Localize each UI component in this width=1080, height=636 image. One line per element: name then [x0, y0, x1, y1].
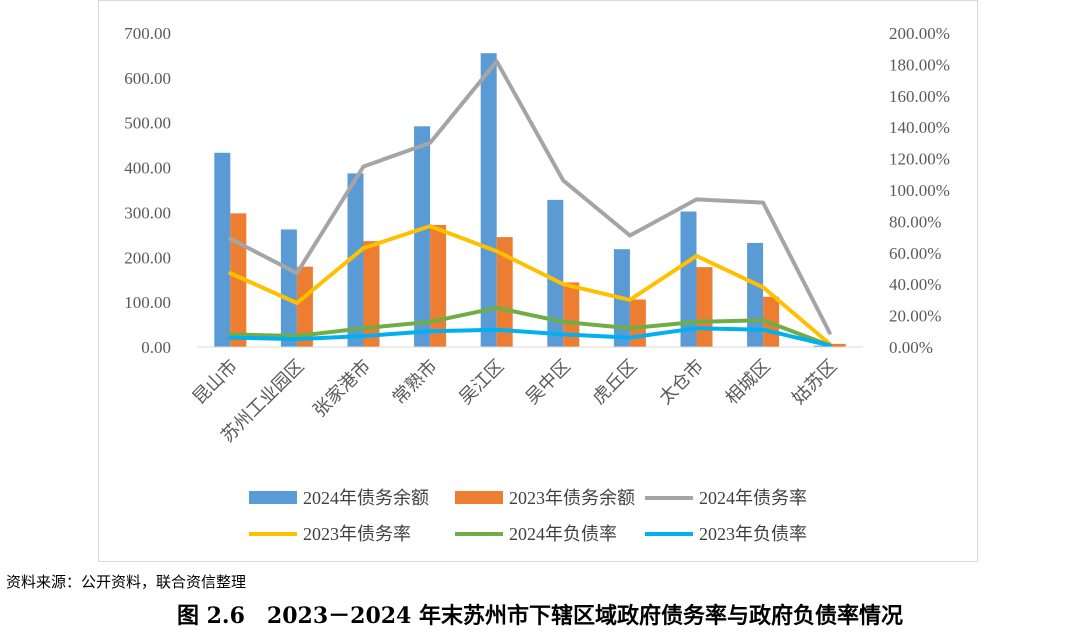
bar-2023-debt-balance — [563, 282, 580, 347]
legend-label: 2024年债务余额 — [303, 488, 429, 508]
bar-2023-debt-balance — [629, 299, 646, 347]
x-category-label: 吴江区 — [455, 356, 508, 409]
y-right-tick-label: 0.00% — [889, 338, 933, 357]
bar-2024-debt-balance — [680, 211, 697, 347]
bar-2023-debt-balance — [430, 224, 447, 347]
y-right-tick-label: 20.00% — [889, 307, 941, 326]
bar-2023-debt-balance — [829, 343, 846, 347]
y-right-tick-label: 120.00% — [889, 150, 950, 169]
bar-2024-debt-balance — [280, 229, 297, 347]
x-category-label: 姑苏区 — [788, 356, 841, 409]
x-category-label: 虎丘区 — [588, 356, 641, 409]
legend-label: 2023年债务率 — [303, 524, 411, 544]
chart-frame: 0.00 100.00 200.00 300.00 400.00 500.00 600.00… — [98, 0, 978, 562]
bar-2024-debt-balance — [813, 345, 830, 347]
legend-label: 2023年债务余额 — [509, 488, 635, 508]
x-category-label: 太仓市 — [655, 356, 708, 409]
y-left-tick-label: 300.00 — [124, 203, 171, 222]
bar-2024-debt-balance — [414, 126, 431, 347]
legend-label: 2023年负债率 — [699, 524, 807, 544]
y-left-tick-label: 200.00 — [124, 248, 171, 267]
line-2023-debt-ratio — [228, 224, 832, 346]
source-note: 资料来源：公开资料，联合资信整理 — [6, 573, 247, 591]
y-left-tick-label: 0.00 — [141, 338, 171, 357]
x-category-label: 张家港市 — [309, 356, 375, 422]
legend-label: 2024年债务率 — [699, 488, 807, 508]
legend-swatch — [249, 491, 297, 504]
bar-2024-debt-balance — [214, 152, 231, 347]
y-right-tick-label: 160.00% — [889, 87, 950, 106]
x-category-label: 吴中区 — [522, 356, 575, 409]
legend-label: 2024年负债率 — [509, 524, 617, 544]
y-left-tick-label: 600.00 — [124, 69, 171, 88]
bar-2024-debt-balance — [480, 53, 497, 347]
legend-swatch — [455, 491, 503, 504]
bar-2023-debt-balance — [296, 266, 313, 347]
y-right-tick-label: 100.00% — [889, 181, 950, 200]
bar-2023-debt-balance — [696, 267, 713, 347]
y-left-tick-label: 500.00 — [124, 114, 171, 133]
y-left-tick-label: 700.00 — [124, 24, 171, 43]
y-left-tick-label: 100.00 — [124, 293, 171, 312]
chart-svg: 0.00 100.00 200.00 300.00 400.00 500.00 600.00… — [124, 24, 950, 544]
y-right-tick-label: 140.00% — [889, 118, 950, 137]
bar-2024-debt-balance — [347, 173, 364, 347]
bar-2023-debt-balance — [496, 237, 513, 347]
x-category-label: 相城区 — [722, 356, 775, 409]
y-right-tick-label: 200.00% — [889, 24, 950, 43]
line-2023-liability-ratio — [228, 326, 832, 348]
x-category-label: 常熟市 — [389, 356, 442, 409]
bar-2024-debt-balance — [547, 199, 564, 347]
y-right-tick-label: 180.00% — [889, 55, 950, 74]
y-right-tick-label: 40.00% — [889, 275, 941, 294]
line-2024-debt-ratio — [228, 59, 832, 335]
line-2024-liability-ratio — [228, 305, 832, 348]
bar-2023-debt-balance — [363, 241, 380, 347]
figure-caption: 图 2.6 2023－2024 年末苏州市下辖区域政府债务率与政府负债率情况 — [176, 603, 904, 629]
y-right-tick-label: 80.00% — [889, 212, 941, 231]
x-category-label: 昆山市 — [189, 356, 242, 409]
y-right-tick-label: 60.00% — [889, 244, 941, 263]
y-left-tick-label: 400.00 — [124, 159, 171, 178]
